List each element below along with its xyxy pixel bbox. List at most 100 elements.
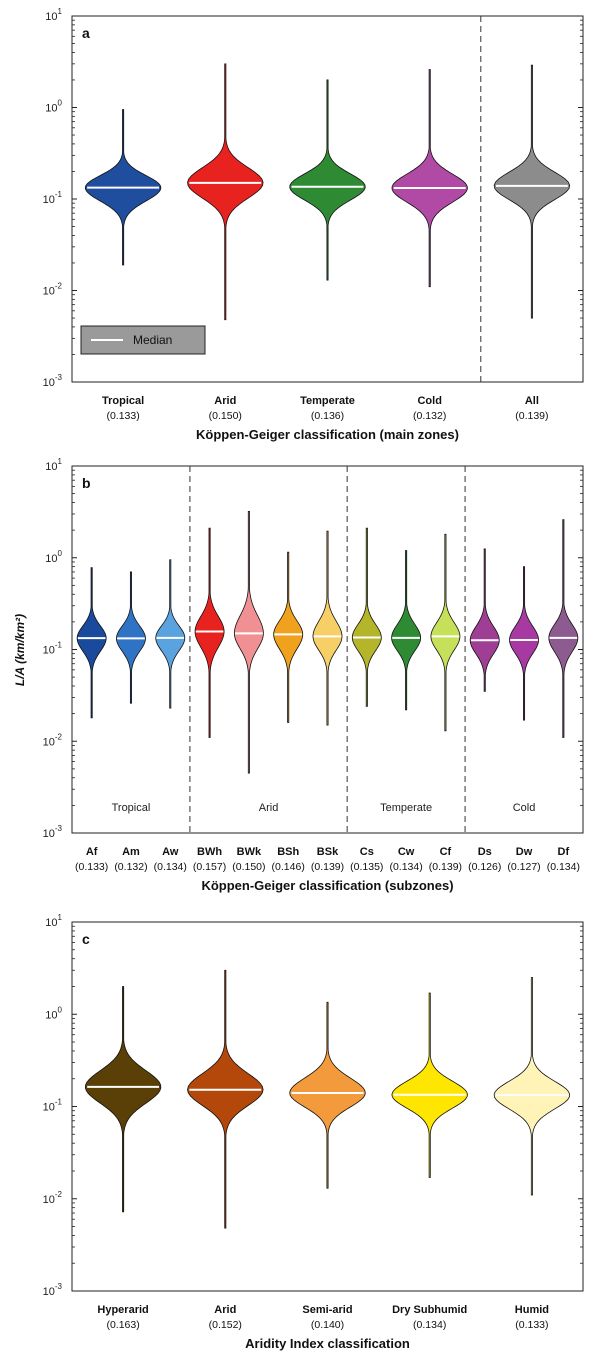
violin-body [391, 992, 468, 1178]
legend-label: Median [133, 333, 172, 347]
violin-body [548, 519, 579, 738]
violin-all [493, 64, 571, 319]
violin-body [289, 79, 366, 281]
panel-letter: c [82, 931, 90, 947]
violin-cs [351, 527, 382, 707]
category-label: Arid [214, 395, 236, 407]
category-label: Dw [516, 846, 533, 858]
violin-semi-arid [289, 1001, 366, 1189]
category-label: Ds [478, 846, 492, 858]
violin-cold [391, 69, 468, 288]
category-median-value: (0.146) [272, 861, 305, 873]
violin-body [187, 63, 264, 321]
y-tick-label: 10-1 [43, 1098, 63, 1114]
group-label: Arid [259, 802, 279, 814]
category-label: Temperate [300, 395, 355, 407]
category-median-value: (0.140) [311, 1319, 344, 1331]
y-tick-exponent: -2 [55, 282, 63, 291]
y-tick-base: 10 [43, 194, 55, 206]
violin-ds [469, 548, 500, 692]
category-median-value: (0.134) [389, 861, 422, 873]
category-median-value: (0.127) [507, 861, 540, 873]
y-tick-base: 10 [43, 1194, 55, 1206]
violin-aw [155, 559, 186, 709]
legend: Median [80, 325, 206, 355]
category-label: Hyperarid [97, 1304, 148, 1316]
violin-body [233, 511, 264, 774]
group-label: Cold [513, 802, 536, 814]
violin-body [155, 559, 186, 709]
violin-humid [493, 977, 571, 1196]
x-axis-title: Köppen-Geiger classification (main zones… [196, 427, 459, 442]
y-tick-exponent: -2 [55, 732, 63, 741]
y-tick-label: 10-3 [43, 824, 63, 840]
y-tick-base: 10 [43, 828, 55, 840]
violin-bsk [312, 530, 343, 726]
category-label: BWk [237, 846, 262, 858]
violin-cw [391, 550, 422, 711]
y-tick-exponent: -1 [55, 1098, 63, 1107]
y-tick-exponent: -3 [55, 824, 63, 833]
category-median-value: (0.150) [232, 861, 265, 873]
violin-body [509, 566, 539, 721]
violin-bwh [194, 527, 225, 738]
category-median-value: (0.133) [106, 410, 139, 422]
x-axis-title: Köppen-Geiger classification (subzones) [201, 878, 453, 893]
y-tick-label: 10-2 [43, 732, 63, 748]
y-tick-label: 10-1 [43, 190, 63, 206]
category-median-value: (0.150) [209, 410, 242, 422]
panel-letter: a [82, 25, 90, 41]
category-median-value: (0.132) [413, 410, 446, 422]
category-label: Cw [398, 846, 415, 858]
y-tick-label: 10-1 [43, 641, 63, 657]
y-tick-exponent: 1 [58, 7, 63, 16]
y-tick-label: 100 [45, 99, 62, 115]
category-median-value: (0.134) [413, 1319, 446, 1331]
violin-arid [187, 63, 264, 321]
y-tick-label: 10-3 [43, 1282, 63, 1298]
violin-body [194, 527, 225, 738]
y-tick-base: 10 [45, 917, 57, 929]
y-tick-base: 10 [43, 1102, 55, 1114]
y-tick-label: 10-2 [43, 282, 63, 298]
category-median-value: (0.134) [154, 861, 187, 873]
panel-letter: b [82, 475, 91, 491]
category-median-value: (0.126) [468, 861, 501, 873]
category-median-value: (0.134) [547, 861, 580, 873]
violin-dry-subhumid [391, 992, 468, 1178]
violin-body [312, 530, 343, 726]
category-median-value: (0.157) [193, 861, 226, 873]
violin-body [391, 550, 422, 711]
y-tick-exponent: 1 [58, 457, 63, 466]
y-tick-label: 100 [45, 1005, 62, 1021]
y-tick-exponent: 1 [58, 913, 63, 922]
category-median-value: (0.152) [209, 1319, 242, 1331]
violin-af [76, 567, 107, 719]
y-tick-label: 101 [45, 7, 62, 23]
violin-body [187, 969, 264, 1229]
y-tick-exponent: -2 [55, 1190, 63, 1199]
y-tick-exponent: -1 [55, 190, 63, 199]
category-label: Am [122, 846, 140, 858]
y-tick-exponent: -3 [55, 1282, 63, 1291]
violin-body [351, 527, 382, 707]
y-tick-exponent: 0 [58, 549, 63, 558]
category-label: Cs [360, 846, 374, 858]
category-median-value: (0.136) [311, 410, 344, 422]
group-label: Temperate [380, 802, 432, 814]
violin-arid [187, 969, 264, 1229]
category-median-value: (0.135) [350, 861, 383, 873]
category-label: Semi-arid [302, 1304, 352, 1316]
violin-body [493, 64, 571, 319]
panel-b: 10-310-210-1100101Af(0.133)Am(0.132)Aw(0… [43, 457, 584, 893]
category-median-value: (0.133) [515, 1319, 548, 1331]
y-tick-base: 10 [45, 103, 57, 115]
group-label: Tropical [112, 802, 151, 814]
violin-tropical [84, 109, 162, 266]
panel-a: 10-310-210-1100101Tropical(0.133)Arid(0.… [43, 7, 584, 442]
category-label: Af [86, 846, 98, 858]
y-tick-label: 100 [45, 549, 62, 565]
violin-body [289, 1001, 366, 1189]
category-label: Dry Subhumid [392, 1304, 467, 1316]
